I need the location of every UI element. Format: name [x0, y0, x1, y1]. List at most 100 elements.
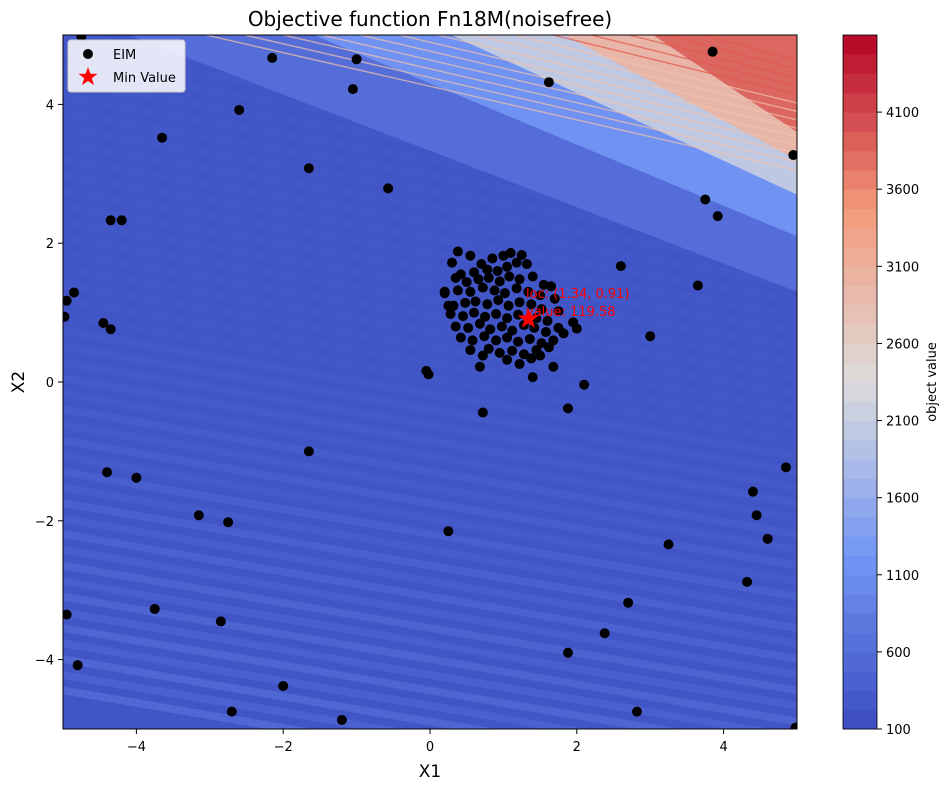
chart-title: Objective function Fn18M(noisefree)	[248, 7, 612, 31]
eim-point	[491, 308, 502, 319]
eim-point	[483, 272, 494, 283]
eim-point	[131, 472, 142, 483]
eim-point	[458, 311, 469, 322]
contour-band	[63, 405, 797, 539]
colorbar-band	[843, 189, 877, 209]
eim-point	[483, 343, 494, 354]
contour-band	[63, 670, 405, 729]
eim-point	[116, 215, 127, 226]
eim-point	[493, 295, 504, 306]
eim-point	[351, 54, 362, 65]
contour-band	[63, 358, 797, 492]
eim-point	[455, 332, 466, 343]
colorbar: 100 600 1100 1600 2100 2600 3100 3600 4100 objec…	[842, 34, 940, 738]
eim-point	[511, 257, 522, 268]
eim-point	[499, 288, 510, 299]
eim-point	[712, 211, 723, 222]
colorbar-band	[843, 632, 877, 653]
eim-point	[546, 281, 557, 292]
eim-point	[645, 331, 656, 342]
eim-point	[445, 308, 456, 319]
contour-line	[434, 35, 797, 121]
eim-point	[336, 714, 347, 725]
y-tick-label: −4	[35, 654, 54, 669]
eim-point	[571, 323, 582, 334]
eim-point	[535, 350, 546, 361]
colorbar-band	[843, 536, 877, 556]
eim-point	[443, 526, 454, 537]
eim-point	[527, 271, 538, 282]
contour-line	[550, 35, 797, 96]
x-tick-label: 0	[426, 740, 434, 755]
eim-point	[518, 349, 529, 360]
contour-band	[63, 499, 797, 632]
eim-point	[473, 274, 484, 285]
colorbar-tick-label: 3600	[886, 183, 919, 198]
contour-band	[63, 608, 772, 729]
eim-point	[105, 215, 116, 226]
eim-point	[549, 293, 560, 304]
colorbar-band	[843, 497, 877, 518]
colorbar-band	[843, 73, 877, 94]
x-tick-label: −2	[274, 740, 293, 755]
eim-point	[511, 283, 522, 294]
eim-point	[751, 510, 762, 521]
eim-point	[479, 331, 490, 342]
eim-point	[347, 84, 358, 95]
colorbar-tick-label: 2100	[886, 415, 919, 430]
contour-band	[63, 327, 797, 461]
eim-point	[536, 338, 547, 349]
contour-band	[63, 592, 797, 726]
eim-point	[463, 322, 474, 333]
eim-point	[487, 253, 498, 264]
colorbar-band	[843, 112, 877, 132]
eim-point	[579, 379, 590, 390]
contour-band	[63, 530, 797, 664]
eim-point	[278, 680, 289, 691]
eim-point	[149, 603, 160, 614]
contour-band	[63, 624, 680, 729]
eim-point	[526, 353, 537, 364]
colorbar-tick-label: 4100	[886, 106, 919, 121]
contour-line	[241, 35, 797, 163]
eim-point	[439, 288, 450, 299]
colorbar-band	[843, 420, 877, 441]
colorbar-band	[843, 555, 877, 576]
contour-band	[63, 124, 797, 258]
colorbar-band	[843, 150, 877, 171]
colorbar-tick-label: 3100	[886, 260, 919, 275]
eim-point	[507, 345, 518, 356]
colorbar-band	[843, 709, 877, 730]
eim-point	[513, 336, 524, 347]
eim-point	[514, 297, 525, 308]
min-value-annotation: value: 119.58	[526, 305, 616, 320]
legend-eim-label: EIM	[113, 48, 136, 63]
plot-area: loc: (1.34, 0.91) value: 119.58	[62, 34, 798, 730]
eim-point	[631, 706, 642, 717]
x-axis-label: X1	[419, 762, 441, 782]
eim-point	[215, 616, 226, 627]
eim-point	[485, 324, 496, 335]
contour-band	[63, 545, 797, 679]
legend-min-label: Min Value	[113, 71, 176, 86]
contour-band	[63, 202, 797, 336]
eim-point	[523, 286, 534, 297]
eim-point	[507, 325, 518, 336]
eim-point	[599, 628, 610, 639]
eim-point	[502, 261, 513, 272]
eim-point	[615, 261, 626, 272]
eim-point	[543, 77, 554, 88]
eim-point	[514, 358, 525, 369]
eim-point	[452, 246, 463, 257]
eim-point	[303, 446, 314, 457]
contour-line	[357, 35, 797, 138]
eim-point	[303, 163, 314, 174]
x-tick-label: 4	[719, 740, 727, 755]
eim-point	[535, 290, 546, 301]
contour-band	[63, 155, 797, 289]
colorbar-band	[843, 266, 877, 287]
eim-point	[465, 345, 476, 356]
colorbar-band	[843, 613, 877, 634]
contour-band	[63, 280, 797, 414]
y-axis-label: X2	[9, 371, 29, 393]
